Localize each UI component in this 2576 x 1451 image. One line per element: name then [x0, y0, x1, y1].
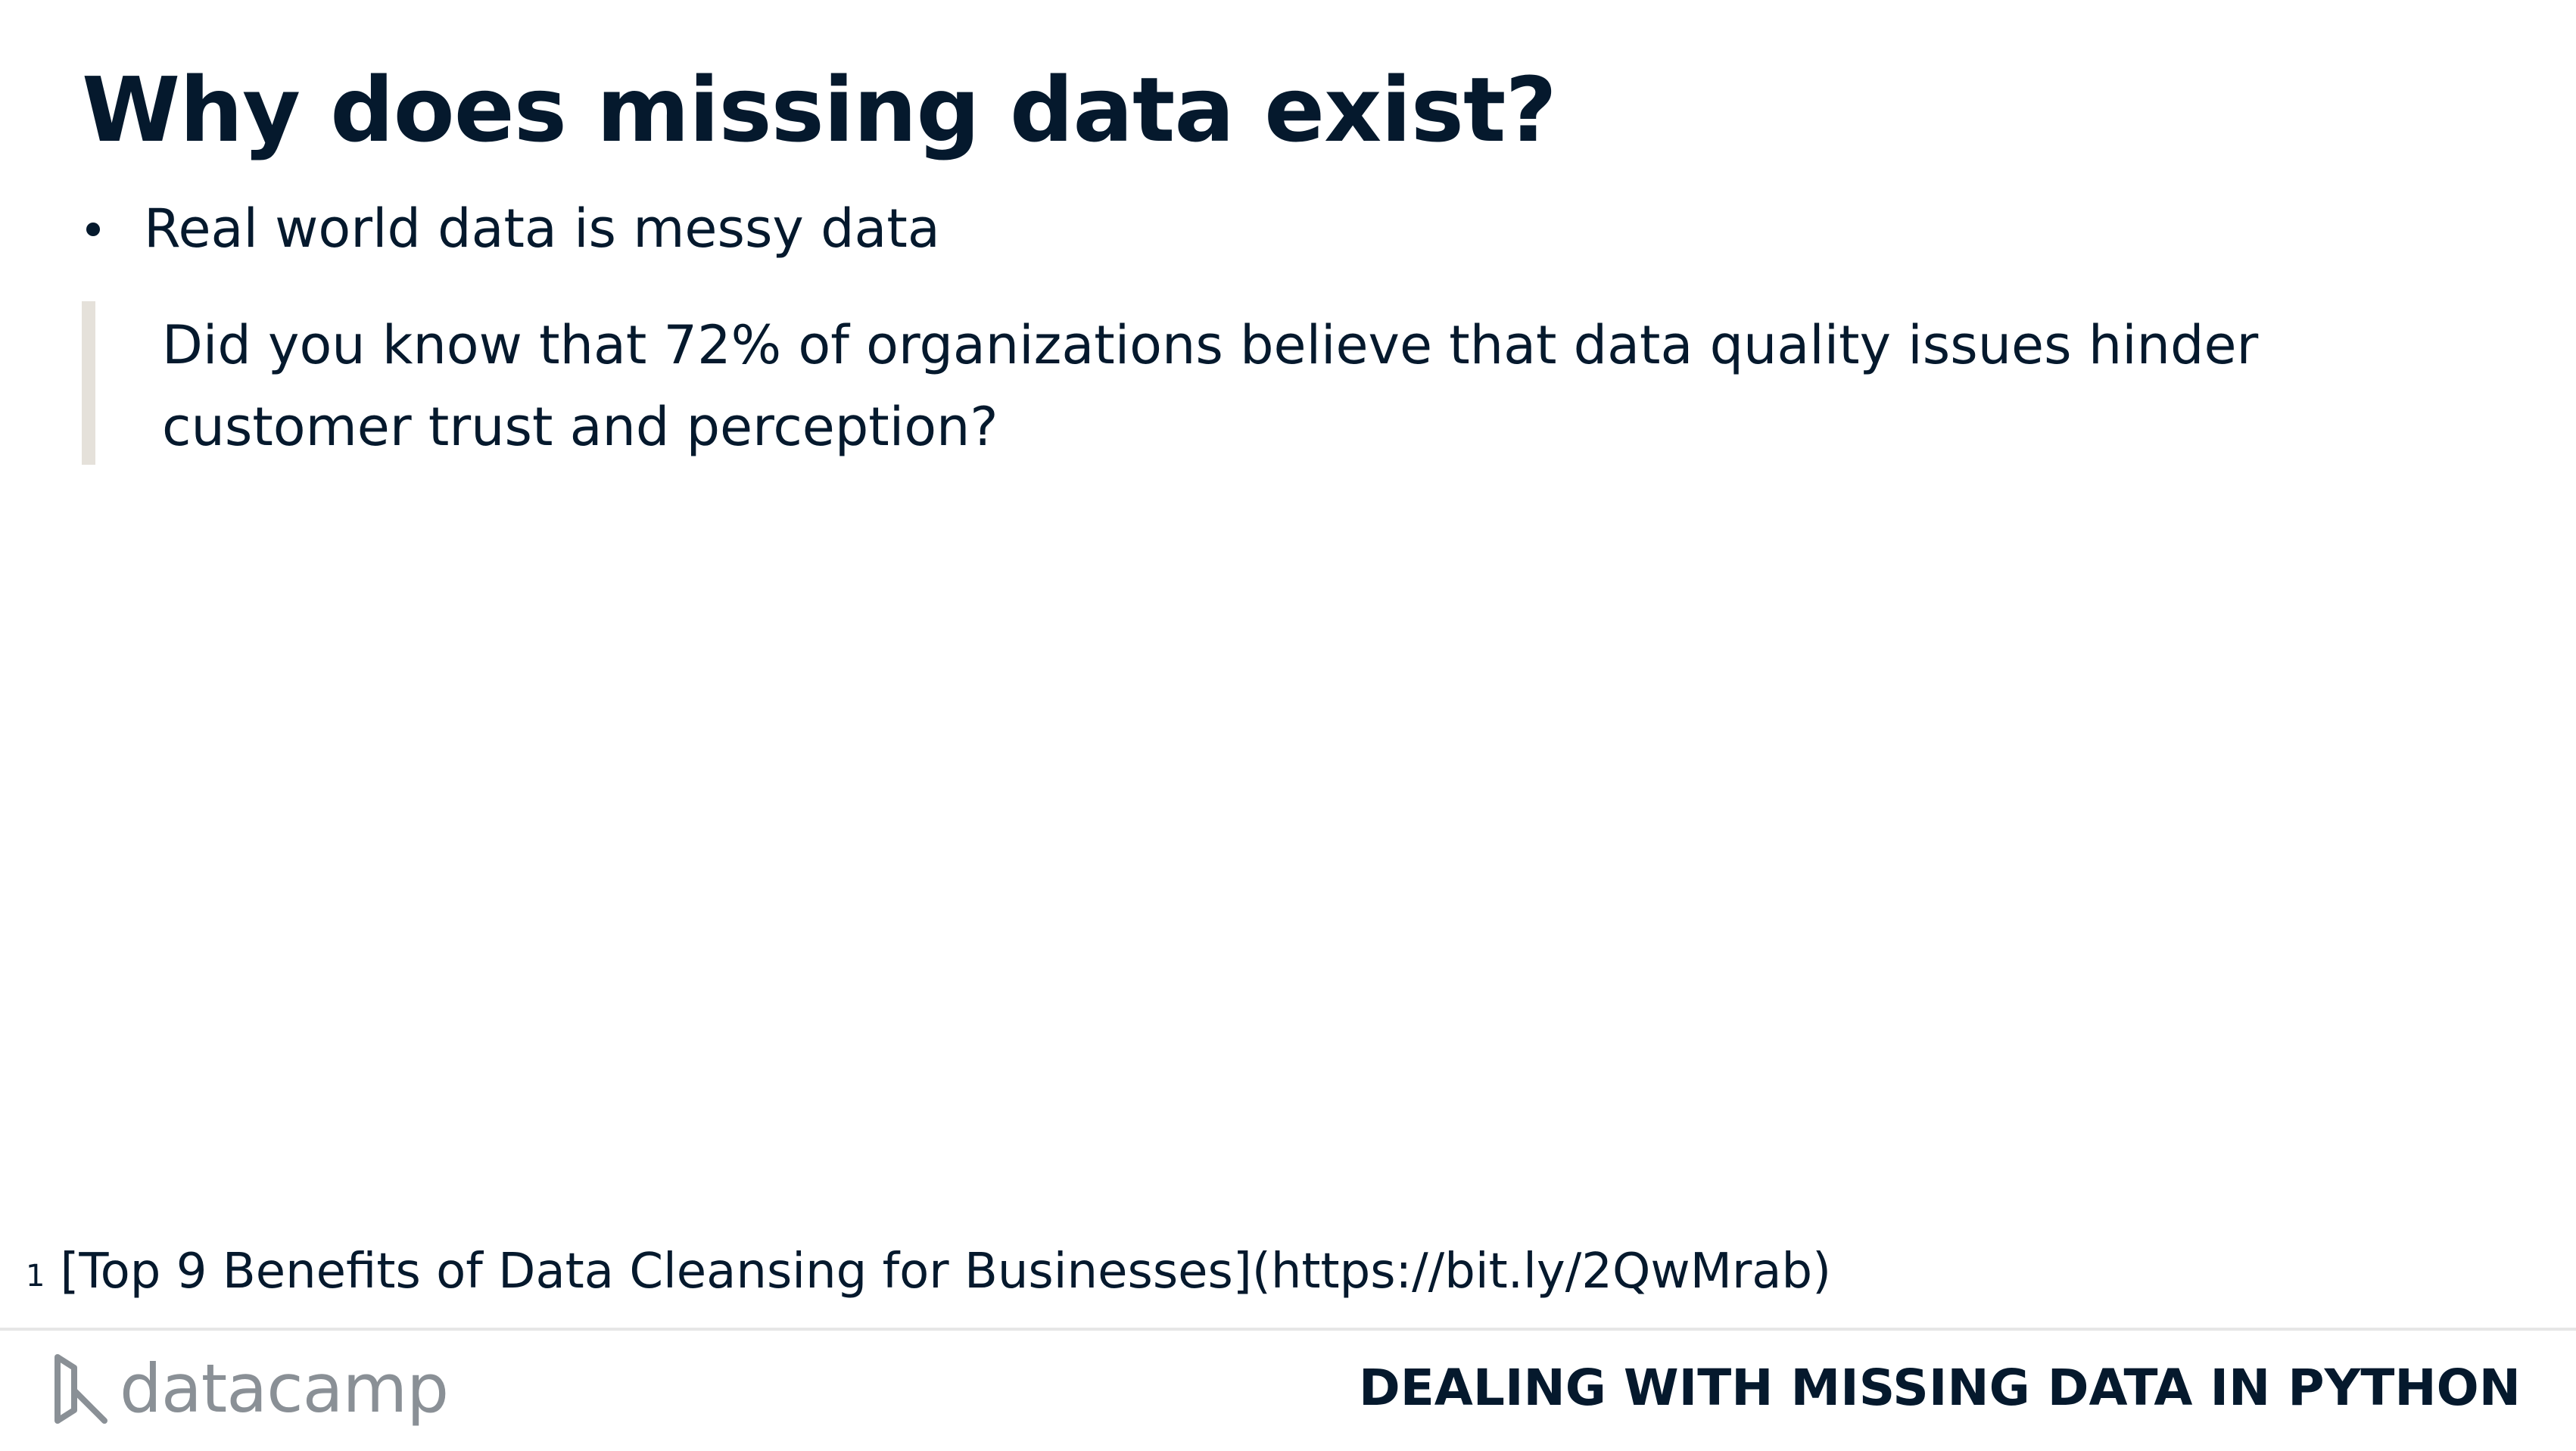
course-title: DEALING WITH MISSING DATA IN PYTHON	[1358, 1359, 2521, 1417]
logo-text: datacamp	[120, 1350, 449, 1428]
blockquote-text: Did you know that 72% of organizations b…	[162, 314, 2259, 458]
footer-divider	[0, 1328, 2576, 1331]
footnote-text[interactable]: [Top 9 Benefits of Data Cleansing for Bu…	[60, 1244, 1832, 1300]
footnote: 1 [Top 9 Benefits of Data Cleansing for B…	[26, 1234, 1831, 1309]
bullet-text: Real world data is messy data	[144, 198, 940, 260]
datacamp-logo: datacamp	[51, 1347, 449, 1431]
bullet-dot-icon	[86, 223, 100, 236]
footnote-marker: 1	[26, 1259, 45, 1294]
bullet-item: Real world data is messy data	[82, 191, 940, 266]
blockquote: Did you know that 72% of organizations b…	[82, 301, 2428, 465]
datacamp-logo-icon	[55, 1354, 107, 1424]
slide-title: Why does missing data exist?	[82, 58, 1557, 162]
bullet-list: Real world data is messy data	[82, 191, 940, 266]
